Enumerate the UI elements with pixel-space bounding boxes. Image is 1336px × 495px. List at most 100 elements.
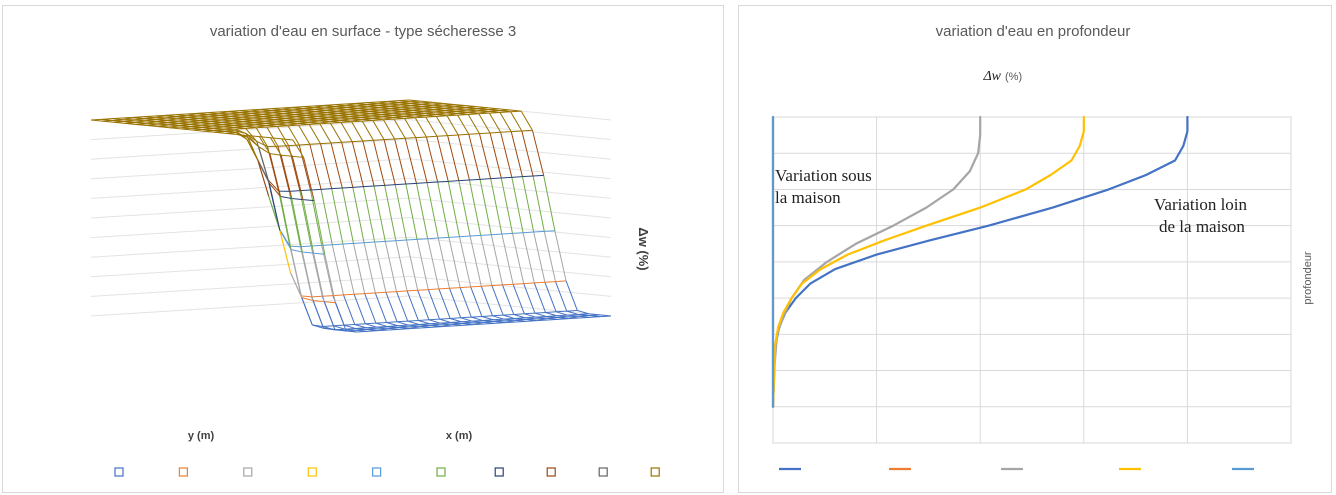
annotation-near-house: Variation sous la maison — [775, 166, 876, 207]
surface-gridline — [90, 138, 612, 160]
surface-mesh-segment — [491, 285, 504, 316]
surface-mesh-segment — [490, 234, 503, 286]
surface-mesh-segment — [477, 109, 489, 111]
surface-mesh-segment — [512, 233, 525, 284]
surface-mesh-segment — [287, 122, 299, 125]
surface-mesh-segment — [358, 109, 370, 111]
surface-mesh-segment — [395, 240, 408, 292]
surface-mesh-segment — [329, 120, 341, 122]
surface-mesh-segment — [319, 122, 331, 125]
surface-mesh-segment — [385, 240, 396, 242]
surface-mesh-segment — [406, 238, 418, 241]
surface-mesh-segment — [437, 180, 449, 183]
annotation-near-house-line1: Variation sous — [775, 166, 872, 185]
surface-mesh-segment — [357, 105, 368, 108]
surface-mesh-segment — [337, 112, 349, 115]
surface-mesh-segment — [400, 104, 411, 107]
surface-mesh-segment — [533, 230, 545, 233]
surface-mesh-segment — [296, 118, 308, 121]
surface-mesh-segment — [113, 121, 125, 123]
surface-mesh-segment — [168, 123, 179, 125]
surface-mesh-segment — [437, 181, 450, 238]
surface-mesh-segment — [260, 108, 272, 110]
surface-mesh-segment — [203, 129, 214, 132]
surface-mesh-segment — [284, 113, 295, 116]
surface-mesh-segment — [381, 113, 393, 115]
surface-mesh-segment — [169, 126, 181, 129]
surface-mesh-segment — [318, 119, 330, 121]
surface-mesh-segment — [361, 120, 374, 141]
surface-mesh-segment — [133, 117, 145, 120]
surface-mesh-segment — [521, 130, 534, 177]
surface-mesh-segment — [533, 282, 547, 313]
surface-mesh-segment — [243, 120, 254, 122]
surface-mesh-segment — [482, 319, 494, 321]
surface-mesh-segment — [313, 252, 325, 255]
surface-mesh-segment — [501, 233, 514, 285]
surface-mesh-segment — [133, 116, 145, 118]
surface-mesh-segment — [353, 242, 365, 244]
surface-mesh-segment — [513, 313, 526, 319]
surface-mesh-segment — [364, 241, 375, 244]
surface-mesh-segment — [355, 102, 367, 104]
surface-mesh-segment — [483, 321, 494, 323]
surface-mesh-segment — [319, 143, 333, 189]
surface-mesh-segment — [283, 110, 294, 113]
surface-mesh-segment — [289, 245, 301, 248]
depth-y-axis-label: profondeur — [1302, 251, 1314, 305]
surface-mesh-segment — [366, 101, 378, 104]
surface-mesh-segment — [334, 103, 346, 106]
surface-mesh-segment — [394, 184, 407, 241]
surface-mesh-segment — [341, 142, 354, 188]
surface-mesh-segment — [389, 105, 401, 108]
surface-mesh-segment — [177, 118, 189, 121]
surface-mesh-segment — [428, 319, 441, 324]
surface-legend-swatch — [494, 467, 504, 477]
surface-mesh-segment — [341, 187, 354, 244]
surface-mesh-segment — [229, 111, 241, 114]
surface-mesh-segment — [324, 254, 336, 303]
surface-mesh-segment — [532, 175, 545, 232]
surface-mesh-segment — [430, 324, 441, 327]
surface-mesh-segment — [512, 232, 524, 234]
surface-mesh-segment — [470, 234, 481, 237]
surface-mesh-segment — [373, 139, 385, 141]
surface-mesh-segment — [433, 108, 445, 110]
surface-mesh-segment — [290, 249, 303, 298]
surface-mesh-segment — [102, 119, 113, 122]
surface-mesh-segment — [521, 129, 533, 132]
surface-mesh-segment — [302, 105, 314, 108]
surface-mesh-segment — [287, 125, 300, 146]
surface-mesh-segment — [334, 328, 346, 332]
surface-mesh-segment — [244, 125, 256, 128]
surface-mesh-segment — [273, 112, 284, 115]
surface-mesh-segment — [423, 108, 434, 111]
surface-mesh-segment — [521, 176, 535, 233]
surface-mesh-segment — [406, 239, 419, 291]
surface-mesh-segment — [456, 112, 468, 114]
surface-mesh-segment — [200, 122, 212, 125]
surface-mesh-segment — [375, 322, 388, 327]
surface-mesh-segment — [293, 109, 305, 112]
surface-mesh-segment — [390, 107, 401, 109]
depth-series-line-2 — [771, 115, 982, 408]
surface-mesh-segment — [332, 294, 344, 297]
surface-mesh-segment — [480, 235, 493, 286]
surface-mesh-segment — [277, 125, 289, 127]
surface-mesh-segment — [459, 236, 472, 288]
surface-mesh-segment — [379, 106, 390, 108]
annotation-near-house-line2: la maison — [775, 188, 841, 207]
surface-mesh-segment — [252, 115, 264, 118]
surface-mesh-segment — [310, 188, 322, 191]
surface-mesh-segment — [187, 116, 199, 119]
surface-mesh-segment — [365, 322, 376, 325]
surface-mesh-segment — [483, 322, 495, 325]
surface-mesh-segment — [331, 244, 344, 296]
surface-mesh-segment — [403, 113, 415, 116]
surface-mesh-segment — [526, 320, 537, 322]
surface-mesh-segment — [404, 118, 417, 138]
surface-legend-swatch — [372, 467, 382, 477]
annotation-far-house-line1: Variation loin — [1154, 195, 1248, 214]
surface-mesh-segment — [372, 117, 383, 120]
surface-mesh-segment — [534, 281, 545, 284]
